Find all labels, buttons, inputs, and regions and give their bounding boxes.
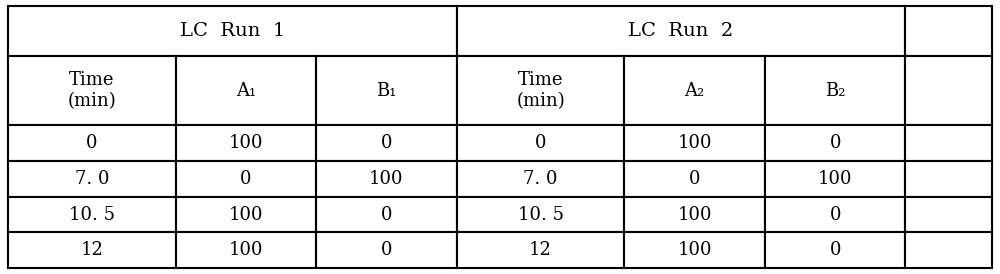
Bar [176,161,316,197]
Text: 0: 0 [381,134,392,152]
Bar [316,125,457,161]
Text: Time
(min): Time (min) [67,71,116,110]
Bar [765,161,905,197]
Text: 10. 5: 10. 5 [518,206,564,224]
Bar [624,125,765,161]
Bar [457,6,905,56]
Bar [457,125,624,161]
Text: B₂: B₂ [825,82,845,100]
Bar [316,232,457,268]
Bar [8,125,176,161]
Bar [624,161,765,197]
Bar [176,125,316,161]
Text: A₁: A₁ [236,82,256,100]
Text: B₁: B₁ [376,82,397,100]
Text: 0: 0 [381,206,392,224]
Bar [624,197,765,232]
Text: LC  Run  1: LC Run 1 [180,22,285,40]
Text: 0: 0 [535,134,546,152]
Bar [765,197,905,232]
Text: A₂: A₂ [685,82,705,100]
Text: 10. 5: 10. 5 [69,206,115,224]
Bar [176,56,316,125]
Bar [765,56,905,125]
Text: 0: 0 [829,241,841,259]
Text: 12: 12 [80,241,103,259]
Bar [905,232,992,268]
Text: 0: 0 [829,134,841,152]
Bar [905,161,992,197]
Bar [8,197,176,232]
Text: 0: 0 [689,170,700,188]
Text: LC  Run  2: LC Run 2 [628,22,734,40]
Text: 100: 100 [677,206,712,224]
Text: Time
(min): Time (min) [516,71,565,110]
Bar [905,125,992,161]
Bar [457,56,624,125]
Text: 100: 100 [677,241,712,259]
Text: 7. 0: 7. 0 [75,170,109,188]
Bar [765,232,905,268]
Text: 100: 100 [229,206,263,224]
Text: 0: 0 [829,206,841,224]
Bar [8,6,457,56]
Bar [765,125,905,161]
Bar [457,161,624,197]
Text: 7. 0: 7. 0 [523,170,558,188]
Bar [457,197,624,232]
Bar [176,232,316,268]
Text: 0: 0 [86,134,98,152]
Text: 100: 100 [677,134,712,152]
Text: 0: 0 [240,170,252,188]
Text: 100: 100 [369,170,404,188]
Bar [316,56,457,125]
Text: 100: 100 [229,134,263,152]
Text: 0: 0 [381,241,392,259]
Bar [905,197,992,232]
Text: 12: 12 [529,241,552,259]
Bar [8,56,176,125]
Bar [624,56,765,125]
Bar [8,232,176,268]
Bar [457,232,624,268]
Bar [316,197,457,232]
Bar [176,197,316,232]
Bar [905,6,992,56]
Bar [316,161,457,197]
Text: 100: 100 [229,241,263,259]
Bar [8,161,176,197]
Text: 100: 100 [818,170,852,188]
Bar [624,232,765,268]
Bar [905,56,992,125]
